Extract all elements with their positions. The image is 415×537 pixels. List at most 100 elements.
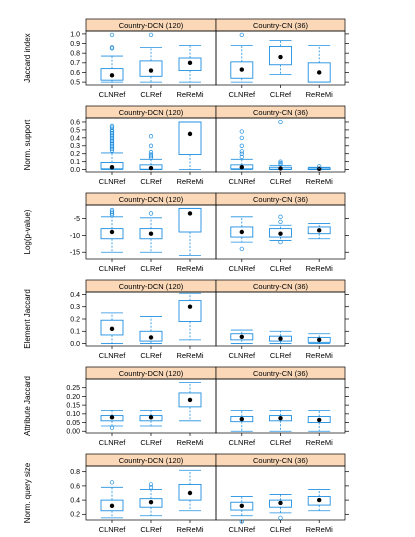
iqr-box bbox=[178, 392, 202, 408]
x-category-label: CLNRef bbox=[228, 264, 256, 273]
box-clnref: CLNRef bbox=[99, 480, 127, 534]
y-tick-label: 0.4 bbox=[70, 292, 80, 299]
box-clnref: CLNRef bbox=[228, 216, 256, 273]
outlier-point bbox=[278, 159, 283, 164]
x-category-label: CLNRef bbox=[99, 177, 127, 186]
chart-row-3: -5 -10 -15 Log(p-value) Country-DCN (120) CLN… bbox=[23, 192, 349, 273]
iqr-box bbox=[230, 333, 254, 341]
box-reremi: ReReMi bbox=[176, 469, 204, 534]
x-category-label: CLNRef bbox=[228, 438, 256, 447]
median-dot bbox=[109, 229, 115, 235]
iqr-box bbox=[307, 416, 331, 423]
outlier-point bbox=[239, 246, 244, 252]
box-clref: CLRef bbox=[139, 32, 163, 99]
median-dot bbox=[278, 500, 283, 506]
y-tick-label: 0.6 bbox=[70, 70, 80, 77]
outlier-point bbox=[109, 134, 115, 139]
outlier-point bbox=[239, 143, 244, 148]
median-dot bbox=[187, 60, 193, 66]
panel-title: Country-CN (36) bbox=[253, 195, 309, 204]
x-category-label: CLNRef bbox=[99, 525, 127, 534]
box-clref: CLRef bbox=[139, 134, 163, 186]
panel-title: Country-CN (36) bbox=[253, 21, 309, 30]
outlier-point bbox=[239, 151, 244, 156]
median-dot bbox=[317, 417, 322, 423]
box-clnref: CLNRef bbox=[99, 312, 126, 360]
median-dot bbox=[109, 503, 115, 508]
box-reremi: ReReMi bbox=[306, 333, 333, 360]
outlier-point bbox=[148, 482, 154, 487]
outlier-point bbox=[109, 148, 115, 153]
median-dot bbox=[109, 326, 115, 332]
median-dot bbox=[187, 397, 193, 403]
median-dot bbox=[317, 497, 322, 503]
outlier-point bbox=[109, 125, 115, 130]
x-category-label: CLRef bbox=[140, 264, 162, 273]
y-tick-label: 0.3 bbox=[70, 304, 80, 311]
iqr-box bbox=[139, 330, 163, 342]
median-dot bbox=[278, 54, 283, 60]
outlier-point bbox=[239, 149, 244, 154]
iqr-box bbox=[139, 228, 163, 240]
x-category-label: ReReMi bbox=[306, 438, 333, 447]
panel-title: Country-DCN (120) bbox=[119, 369, 184, 378]
box-clnref: CLNRef bbox=[228, 129, 256, 186]
y-tick-label: 0.0 bbox=[70, 341, 80, 348]
median-dot bbox=[148, 500, 154, 505]
y-tick-label: 0.7 bbox=[70, 60, 80, 67]
y-tick-label: -5 bbox=[74, 216, 80, 223]
y-tick-label: -15 bbox=[70, 250, 80, 257]
x-category-label: ReReMi bbox=[176, 525, 203, 534]
box-clnref: CLNRef bbox=[99, 123, 127, 186]
iqr-box bbox=[178, 207, 202, 233]
iqr-box bbox=[269, 499, 292, 508]
panel-cn: Country-CN (36) CLNRef CLRef ReReMi bbox=[215, 192, 346, 273]
box-reremi: ReReMi bbox=[306, 45, 333, 99]
outlier-point bbox=[109, 132, 115, 137]
y-tick-label: 1.0 bbox=[70, 31, 80, 38]
x-category-label: ReReMi bbox=[176, 438, 203, 447]
median-dot bbox=[239, 503, 244, 508]
panel-cn: Country-CN (36) CLNRef CLRef ReReMi bbox=[215, 453, 346, 534]
panel-title: Country-DCN (120) bbox=[119, 456, 184, 465]
outlier-point bbox=[278, 219, 283, 225]
outlier-point bbox=[109, 32, 115, 38]
y-tick-label: -10 bbox=[70, 233, 80, 240]
iqr-box bbox=[307, 226, 331, 235]
outlier-point bbox=[109, 142, 115, 147]
chart-row-5: 0.00 0.05 0.100.15 0.20 0.25 Attribute Jaccar… bbox=[23, 366, 349, 447]
panel-title: Country-CN (36) bbox=[253, 456, 309, 465]
outlier-point bbox=[109, 137, 115, 142]
outlier-point bbox=[148, 485, 154, 490]
iqr-box bbox=[178, 121, 202, 155]
y-tick-label: 0.4 bbox=[70, 498, 80, 505]
y-tick-label: 0.2 bbox=[70, 512, 80, 519]
box-reremi: ReReMi bbox=[306, 409, 333, 447]
panel-title: Country-CN (36) bbox=[253, 369, 309, 378]
box-clnref: CLNRef bbox=[228, 32, 256, 99]
outlier-point bbox=[278, 214, 283, 219]
y-axis-label: Attribute Jaccard bbox=[23, 376, 32, 436]
outlier-point bbox=[109, 138, 115, 144]
x-category-label: ReReMi bbox=[306, 525, 333, 534]
y-tick-label: 0.8 bbox=[70, 51, 80, 58]
x-category-label: CLRef bbox=[140, 525, 162, 534]
panel-title: Country-DCN (120) bbox=[119, 21, 184, 30]
y-axis-label: Jaccard index bbox=[23, 33, 32, 82]
iqr-box bbox=[230, 226, 254, 238]
outlier-point bbox=[148, 211, 154, 216]
y-tick-label: 0.3 bbox=[70, 143, 80, 150]
box-clnref: CLNRef bbox=[228, 329, 256, 360]
chart-row-6: 0.2 0.4 0.6 0.8 Norm. query size Country-DCN … bbox=[23, 453, 349, 534]
outlier-point bbox=[239, 135, 244, 141]
x-category-label: CLRef bbox=[140, 90, 162, 99]
box-clref: CLRef bbox=[269, 119, 292, 186]
outlier-point bbox=[109, 45, 115, 50]
y-axis-label: Norm. support bbox=[23, 119, 32, 170]
outlier-point bbox=[109, 135, 115, 141]
x-category-label: ReReMi bbox=[176, 177, 203, 186]
x-category-label: CLNRef bbox=[228, 177, 256, 186]
iqr-box bbox=[230, 416, 254, 423]
x-category-label: ReReMi bbox=[176, 264, 203, 273]
